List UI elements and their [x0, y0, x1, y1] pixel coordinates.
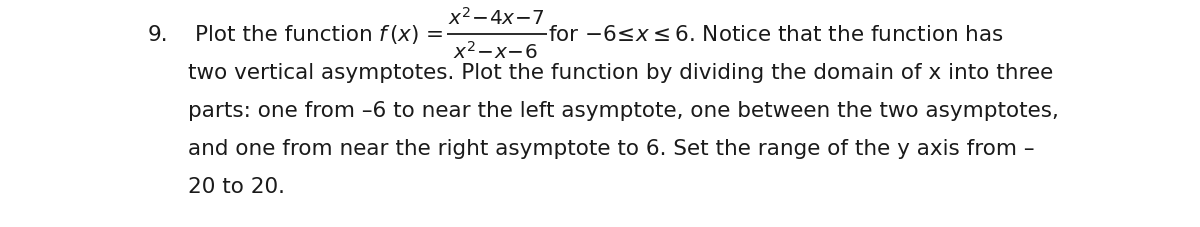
Text: Plot the function: Plot the function: [194, 25, 373, 45]
Text: two vertical asymptotes. Plot the function by dividing the domain of x into thre: two vertical asymptotes. Plot the functi…: [188, 63, 1054, 83]
Text: parts: one from –6 to near the left asymptote, one between the two asymptotes,: parts: one from –6 to near the left asym…: [188, 101, 1058, 121]
Text: $f\/(x)$ =: $f\/(x)$ =: [378, 23, 443, 46]
Text: 9.: 9.: [148, 25, 169, 45]
Text: 20 to 20.: 20 to 20.: [188, 176, 286, 196]
Text: $x^2\!-\!x\!-\!6$: $x^2\!-\!x\!-\!6$: [454, 41, 538, 63]
Text: for $-6\!\leq\! x \leq 6$. Notice that the function has: for $-6\!\leq\! x \leq 6$. Notice that t…: [548, 25, 1003, 45]
Text: $x^2\!-\!4x\!-\!7$: $x^2\!-\!4x\!-\!7$: [448, 7, 545, 29]
Text: and one from near the right asymptote to 6. Set the range of the y axis from –: and one from near the right asymptote to…: [188, 138, 1034, 158]
